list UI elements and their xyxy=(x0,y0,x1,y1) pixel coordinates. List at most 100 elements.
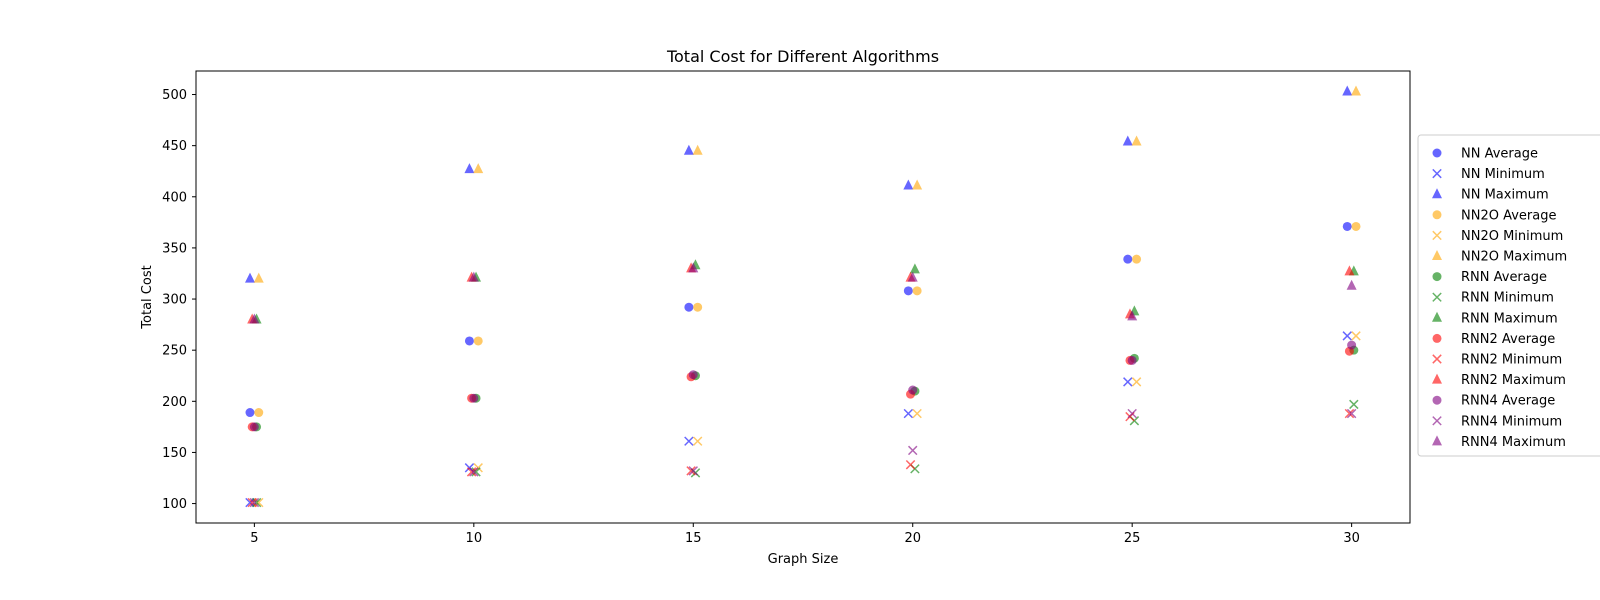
legend-label: NN2O Average xyxy=(1461,208,1556,223)
y-tick-label: 100 xyxy=(162,497,187,512)
rnn4-average-point xyxy=(908,385,918,395)
rnn4-minimum-point xyxy=(1346,408,1357,419)
rnn4-minimum-point xyxy=(688,466,699,476)
legend-marker xyxy=(1432,354,1442,364)
nn-minimum-point xyxy=(684,436,694,446)
nn-maximum-point xyxy=(244,272,255,283)
y-tick-label: 150 xyxy=(162,446,187,461)
rnn4-maximum-point xyxy=(1127,310,1138,321)
nn2o-maximum-point xyxy=(692,144,703,155)
y-tick-label: 500 xyxy=(162,88,187,103)
rnn-minimum-point xyxy=(251,497,262,508)
legend-marker xyxy=(1432,210,1442,220)
plot-markers xyxy=(244,85,1362,508)
legend-label: RNN4 Maximum xyxy=(1461,435,1566,450)
nn2o-maximum-point xyxy=(1351,85,1362,96)
nn2o-maximum-point xyxy=(473,163,484,174)
rnn-minimum-point xyxy=(1349,399,1359,410)
y-tick-label: 250 xyxy=(162,344,187,359)
nn2o-minimum-point xyxy=(912,408,922,419)
rnn2-minimum-point xyxy=(905,459,916,470)
rnn4-minimum-point xyxy=(1127,408,1137,419)
nn-average-point xyxy=(245,408,255,418)
legend-marker xyxy=(1432,230,1442,241)
legend-label: RNN Minimum xyxy=(1461,291,1554,306)
legend: NN Average NN Minimum NN Maximum NN2O Avera… xyxy=(1417,134,1600,457)
x-tick-label: 30 xyxy=(1343,531,1360,546)
legend-marker xyxy=(1432,416,1442,426)
legend-marker xyxy=(1432,168,1442,179)
nn-average-point xyxy=(1342,221,1352,231)
plot-area xyxy=(195,70,1411,524)
rnn-maximum-point xyxy=(909,263,920,274)
rnn4-minimum-point xyxy=(249,497,260,508)
rnn4-maximum-point xyxy=(688,262,699,273)
nn2o-minimum-point xyxy=(1351,331,1361,341)
legend-label: RNN2 Maximum xyxy=(1461,373,1566,388)
legend-marker xyxy=(1432,435,1442,446)
nn2o-average-point xyxy=(912,286,922,296)
y-tick-label: 200 xyxy=(162,395,187,410)
nn-minimum-point xyxy=(1123,377,1133,387)
legend-marker xyxy=(1432,292,1442,302)
rnn2-minimum-point xyxy=(247,497,257,508)
legend-label: NN Average xyxy=(1461,147,1538,162)
y-tick-label: 400 xyxy=(162,190,187,205)
nn2o-maximum-point xyxy=(1131,135,1142,146)
legend-label: RNN2 Average xyxy=(1461,332,1555,347)
rnn4-average-point xyxy=(249,422,259,432)
legend-marker xyxy=(1432,395,1442,405)
legend-marker xyxy=(1432,148,1442,158)
rnn4-minimum-point xyxy=(907,445,918,456)
rnn2-maximum-point xyxy=(1344,265,1355,276)
nn-maximum-point xyxy=(683,144,694,155)
legend-label: NN Minimum xyxy=(1461,167,1545,182)
rnn2-minimum-point xyxy=(466,467,477,477)
legend-label: RNN2 Minimum xyxy=(1461,353,1562,368)
legend-marker xyxy=(1432,188,1442,199)
y-tick-label: 450 xyxy=(162,139,187,154)
nn2o-average-point xyxy=(1351,221,1361,231)
nn2o-average-point xyxy=(1132,254,1142,264)
x-tick-label: 25 xyxy=(1124,531,1141,546)
rnn4-minimum-point xyxy=(469,467,479,477)
rnn2-minimum-point xyxy=(686,466,696,476)
legend-label: NN Maximum xyxy=(1461,188,1549,203)
x-tick-label: 20 xyxy=(904,531,921,546)
nn2o-average-point xyxy=(473,336,483,346)
legend-label: NN2O Maximum xyxy=(1461,250,1567,265)
rnn4-maximum-point xyxy=(249,313,260,324)
nn2o-minimum-point xyxy=(692,436,703,446)
nn-minimum-point xyxy=(1342,331,1352,341)
legend-marker xyxy=(1432,250,1442,260)
legend-marker xyxy=(1432,311,1442,322)
x-tick-label: 5 xyxy=(250,531,258,546)
rnn4-average-point xyxy=(469,393,479,403)
nn2o-maximum-point xyxy=(253,272,264,283)
legend-label: RNN4 Minimum xyxy=(1461,414,1562,429)
nn2o-minimum-point xyxy=(1131,377,1142,387)
rnn4-maximum-point xyxy=(1346,279,1357,290)
chart-title: Total Cost for Different Algorithms xyxy=(666,47,939,66)
legend-frame xyxy=(1417,134,1600,457)
rnn4-maximum-point xyxy=(907,271,918,282)
y-axis-label: Total Cost xyxy=(140,265,155,329)
legend-marker xyxy=(1432,272,1442,282)
rnn-minimum-point xyxy=(471,467,481,477)
nn-maximum-point xyxy=(464,163,475,174)
x-axis: 5 10 15 20 25 30 xyxy=(250,523,1360,546)
y-tick-label: 300 xyxy=(162,293,187,308)
legend-marker xyxy=(1432,333,1442,343)
y-axis: 100 150 200 250 300 350 400 450 500 xyxy=(162,88,196,512)
nn-maximum-point xyxy=(903,179,914,190)
nn2o-average-point xyxy=(693,302,703,312)
nn-minimum-point xyxy=(903,408,914,419)
nn2o-maximum-point xyxy=(912,179,923,190)
x-tick-label: 15 xyxy=(685,531,702,546)
nn-maximum-point xyxy=(1122,135,1133,146)
y-tick-label: 350 xyxy=(162,241,187,256)
rnn2-minimum-point xyxy=(1344,408,1355,419)
legend-label: NN2O Minimum xyxy=(1461,229,1563,244)
x-tick-label: 10 xyxy=(466,531,483,546)
